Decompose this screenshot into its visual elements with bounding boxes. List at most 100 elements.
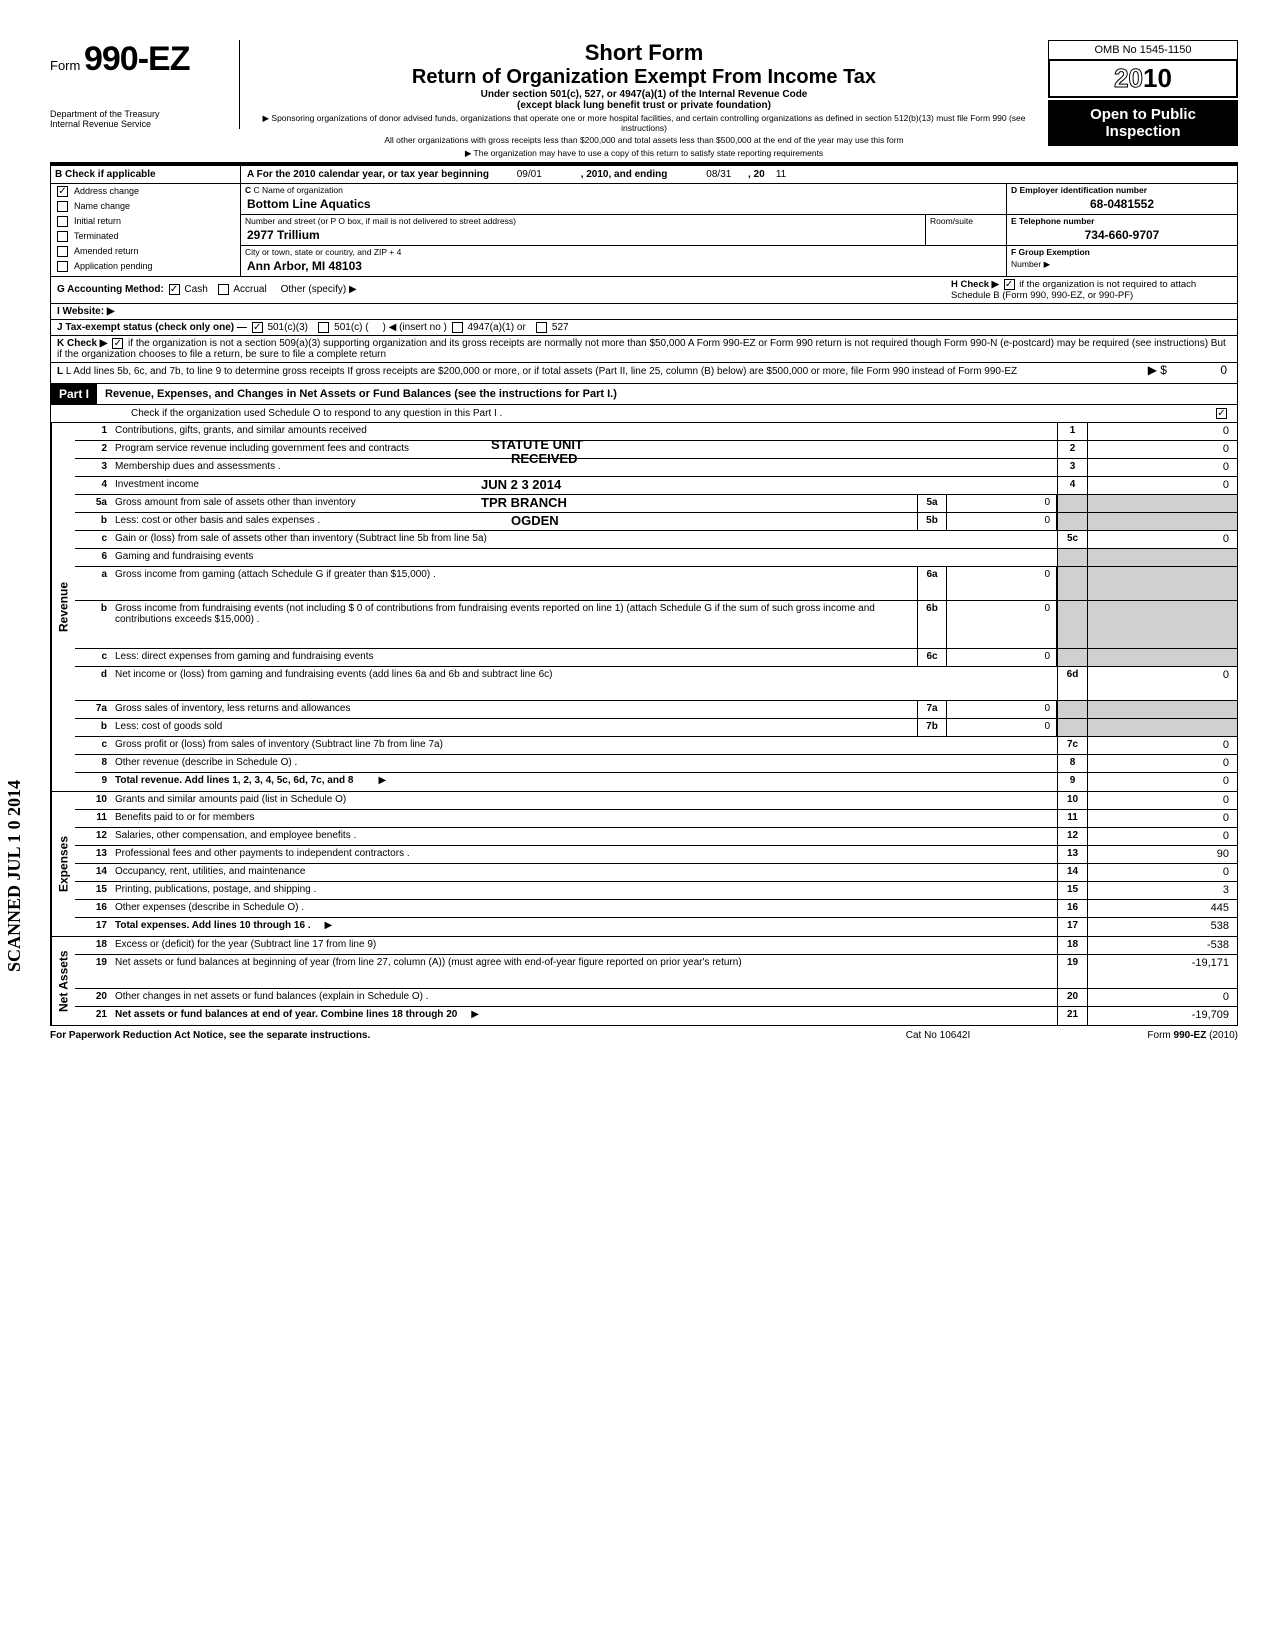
chk-label: Amended return (74, 246, 139, 256)
chk-terminated[interactable]: Terminated (51, 229, 240, 244)
ln: 7a (75, 701, 111, 718)
lmn: 7a (917, 701, 947, 718)
org-name: Bottom Line Aquatics (241, 196, 1006, 214)
chk-label: Initial return (74, 216, 121, 226)
l-arrow: ▶ $ (1148, 363, 1167, 377)
line-2: 2 Program service revenue including gover… (75, 441, 1237, 459)
lrn: 3 (1057, 459, 1087, 476)
line-6a: aGross income from gaming (attach Schedu… (75, 567, 1237, 601)
row-i: I Website: ▶ (51, 304, 1237, 320)
ldt: Program service revenue including govern… (115, 443, 409, 454)
e-label: E Telephone number (1007, 215, 1237, 227)
open-line2: Inspection (1048, 123, 1238, 140)
lmn: 6a (917, 567, 947, 600)
chk-schedule-o[interactable] (1216, 408, 1227, 419)
ld: Contributions, gifts, grants, and simila… (111, 423, 1057, 440)
ln: 2 (75, 441, 111, 458)
lrn (1057, 549, 1087, 566)
line-9: 9Total revenue. Add lines 1, 2, 3, 4, 5c… (75, 773, 1237, 791)
line-18: 18Excess or (deficit) for the year (Subt… (75, 937, 1237, 955)
ln: 21 (75, 1007, 111, 1025)
chk-501c3[interactable] (252, 322, 263, 333)
city-label: City or town, state or country, and ZIP … (241, 246, 1006, 258)
ld: Investment incomeJUN 2 3 2014 (111, 477, 1057, 494)
ld: Grants and similar amounts paid (list in… (111, 792, 1057, 809)
ln: c (75, 531, 111, 548)
line-7c: cGross profit or (loss) from sales of in… (75, 737, 1237, 755)
lrv: 0 (1087, 864, 1237, 881)
lmv: 0 (947, 513, 1057, 530)
ln: 9 (75, 773, 111, 791)
form-label: Form (50, 58, 80, 73)
header-center: Short Form Return of Organization Exempt… (240, 40, 1048, 158)
lrv: 0 (1087, 423, 1237, 440)
lrn: 5c (1057, 531, 1087, 548)
ln: 3 (75, 459, 111, 476)
d-label: D Employer identification number (1007, 184, 1237, 196)
lrn (1057, 601, 1087, 648)
chk-cash[interactable] (169, 284, 180, 295)
chk-k[interactable] (112, 338, 123, 349)
lmv: 0 (947, 567, 1057, 600)
lrv (1087, 513, 1237, 530)
lrv: 0 (1087, 441, 1237, 458)
lrn (1057, 701, 1087, 718)
chk-name-change[interactable]: Name change (51, 199, 240, 214)
ln: b (75, 719, 111, 736)
chk-label: Terminated (74, 231, 119, 241)
ld: Gross profit or (loss) from sales of inv… (111, 737, 1057, 754)
chk-527[interactable] (536, 322, 547, 333)
line-6b: bGross income from fundraising events (n… (75, 601, 1237, 649)
chk-amended[interactable]: Amended return (51, 244, 240, 259)
chk-501c[interactable] (318, 322, 329, 333)
a-begin: 09/01 (517, 169, 542, 180)
chk-application-pending[interactable]: Application pending (51, 259, 240, 274)
a-mid: , 2010, and ending (581, 169, 668, 180)
ld: Less: cost or other basis and sales expe… (111, 513, 917, 530)
line-3: 3Membership dues and assessments .30 (75, 459, 1237, 477)
ld: Other expenses (describe in Schedule O) … (111, 900, 1057, 917)
lrv: -19,171 (1087, 955, 1237, 988)
chk-h[interactable] (1004, 279, 1015, 290)
year-prefix: 20 (1114, 63, 1143, 93)
lrn: 1 (1057, 423, 1087, 440)
lrn: 15 (1057, 882, 1087, 899)
chk-address-change[interactable]: Address change (51, 184, 240, 199)
f-label2: Number ▶ (1007, 258, 1237, 271)
ln: 11 (75, 810, 111, 827)
lrn (1057, 649, 1087, 666)
open-to-public: Open to Public Inspection (1048, 100, 1238, 146)
ldt: Investment income (115, 479, 199, 490)
ld: Net assets or fund balances at end of ye… (111, 1007, 1057, 1025)
arrow-icon: ▶ (378, 775, 386, 786)
dept-block: Department of the Treasury Internal Reve… (50, 109, 231, 129)
h-label: H Check ▶ (951, 279, 999, 290)
expenses-section: Expenses 10Grants and similar amounts pa… (50, 792, 1238, 937)
lrn: 19 (1057, 955, 1087, 988)
lrv: 0 (1087, 989, 1237, 1006)
lrv: 0 (1087, 737, 1237, 754)
chk-4947[interactable] (452, 322, 463, 333)
j-501c: 501(c) ( (334, 322, 368, 333)
chk-initial-return[interactable]: Initial return (51, 214, 240, 229)
lmv: 0 (947, 495, 1057, 512)
a-suffix: , 20 (748, 169, 765, 180)
ld: Program service revenue including govern… (111, 441, 1057, 458)
ld: Other revenue (describe in Schedule O) . (111, 755, 1057, 772)
ld: Less: direct expenses from gaming and fu… (111, 649, 917, 666)
revenue-body: 1Contributions, gifts, grants, and simil… (75, 423, 1237, 791)
line-8: 8Other revenue (describe in Schedule O) … (75, 755, 1237, 773)
ld: Salaries, other compensation, and employ… (111, 828, 1057, 845)
lrn (1057, 719, 1087, 736)
line-12: 12Salaries, other compensation, and empl… (75, 828, 1237, 846)
ln: b (75, 601, 111, 648)
lrv (1087, 601, 1237, 648)
line-16: 16Other expenses (describe in Schedule O… (75, 900, 1237, 918)
footer-cat-no: Cat No 10642I (838, 1030, 1038, 1041)
line-17: 17Total expenses. Add lines 10 through 1… (75, 918, 1237, 936)
line-7a: 7aGross sales of inventory, less returns… (75, 701, 1237, 719)
fine-print-3: ▶ The organization may have to use a cop… (250, 148, 1038, 158)
ld: Other changes in net assets or fund bala… (111, 989, 1057, 1006)
lrn: 6d (1057, 667, 1087, 700)
chk-accrual[interactable] (218, 284, 229, 295)
